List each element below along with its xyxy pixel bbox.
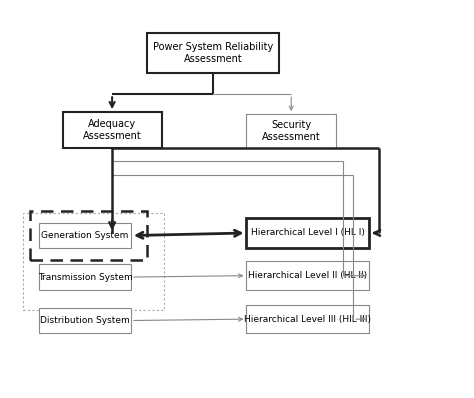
Text: Generation System: Generation System [41, 231, 129, 240]
Text: Transmission System: Transmission System [37, 273, 132, 281]
Text: Power System Reliability
Assessment: Power System Reliability Assessment [153, 42, 273, 64]
Bar [23, 213, 164, 310]
Text: Security
Assessment: Security Assessment [262, 120, 320, 142]
Text: Hierarchical Level I (HL I): Hierarchical Level I (HL I) [251, 228, 365, 238]
Text: Hierarchical Level II (HL II): Hierarchical Level II (HL II) [248, 271, 367, 280]
Bar [63, 112, 162, 148]
Text: Distribution System: Distribution System [40, 316, 130, 325]
Bar [39, 264, 131, 290]
Bar [246, 261, 369, 290]
Bar [30, 211, 147, 260]
Bar [246, 114, 336, 148]
Text: Hierarchical Level III (HIL III): Hierarchical Level III (HIL III) [244, 315, 371, 324]
Bar [147, 33, 279, 72]
Bar [39, 308, 131, 334]
Bar [246, 218, 369, 248]
Bar [39, 223, 131, 248]
Text: Adequacy
Assessment: Adequacy Assessment [83, 119, 142, 140]
Bar [246, 305, 369, 334]
